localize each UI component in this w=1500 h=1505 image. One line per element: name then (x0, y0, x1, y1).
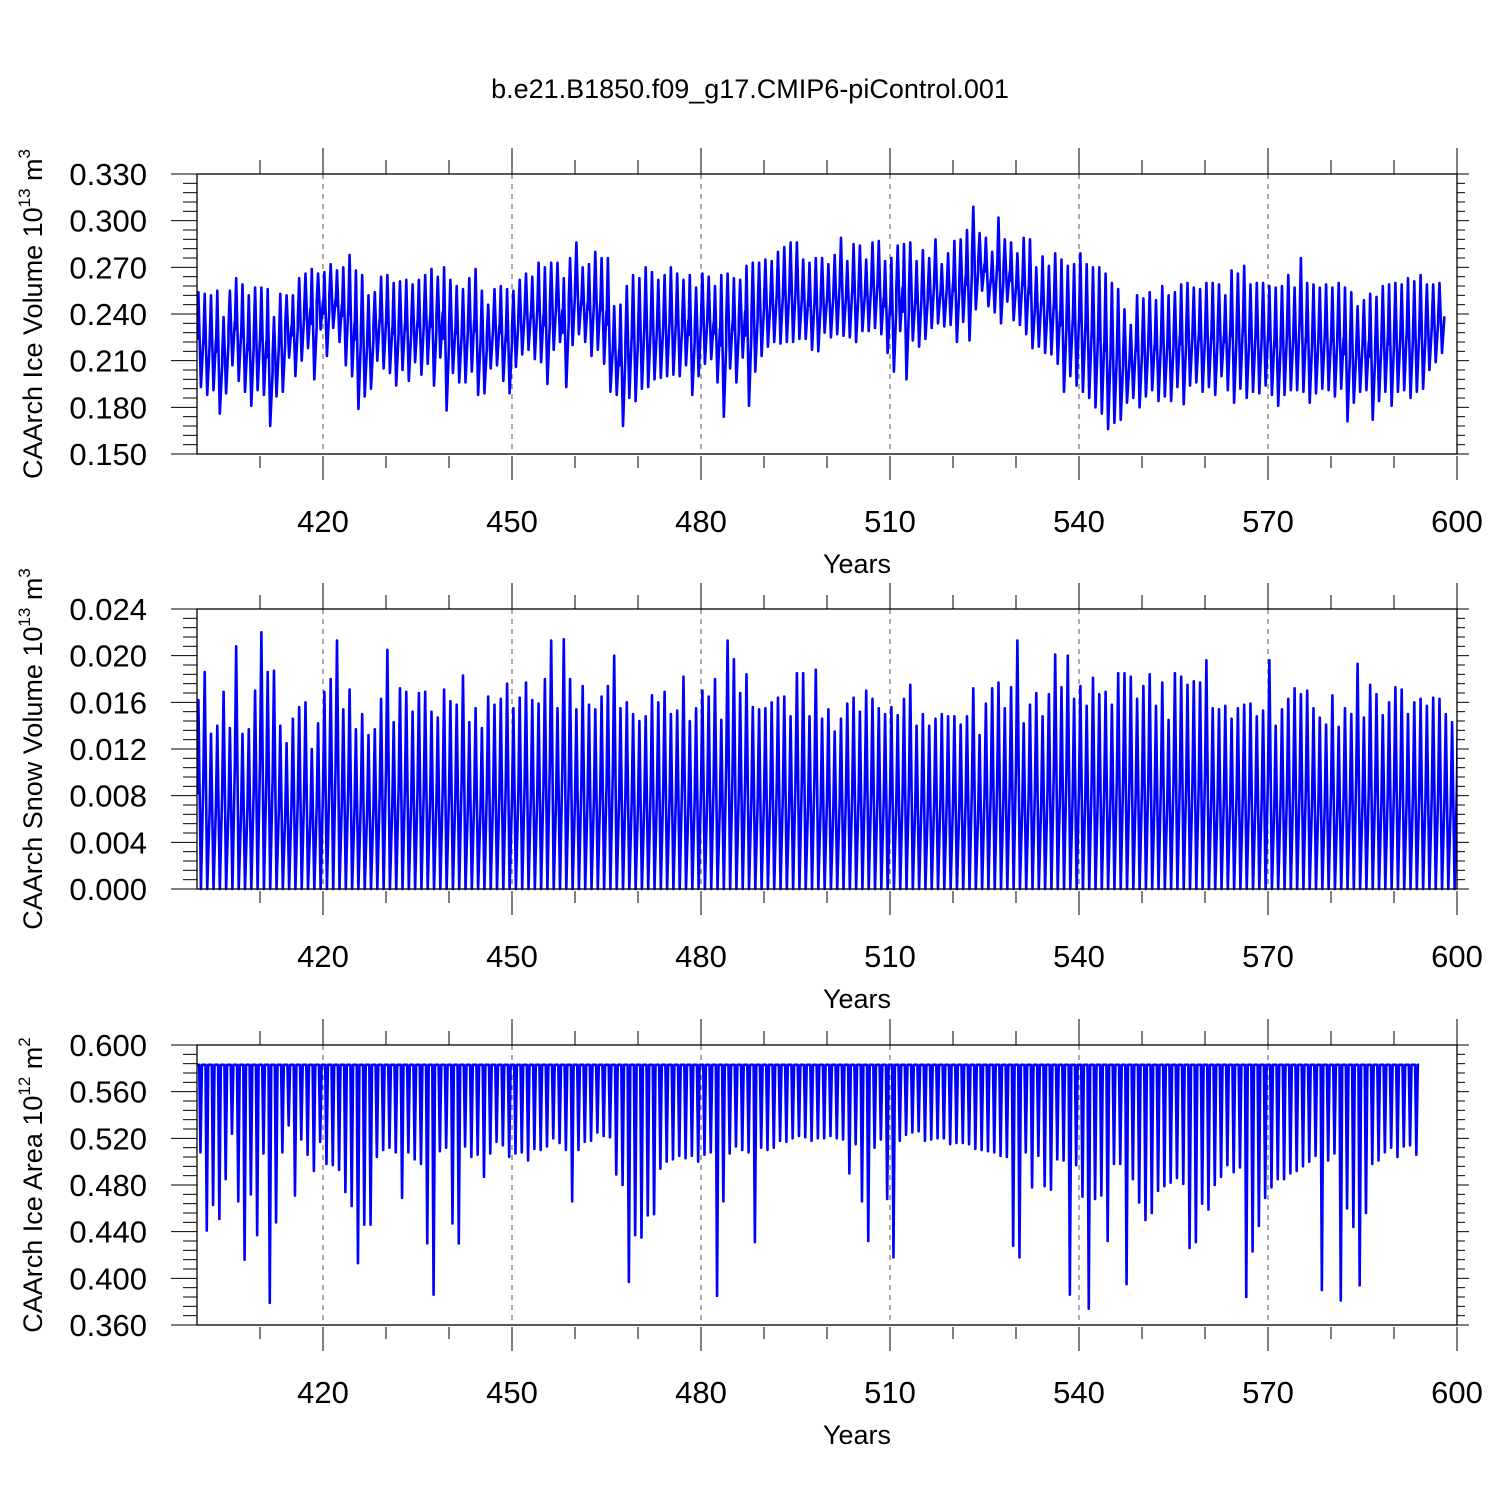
x-tick-label: 600 (1431, 1375, 1483, 1410)
x-tick-label: 510 (864, 939, 916, 974)
y-tick-label: 0.270 (69, 250, 147, 285)
y-tick-label: 0.360 (69, 1308, 147, 1343)
y-axis-label-text: CAArch Ice Area 10 (18, 1096, 48, 1333)
y-axis-label-unit: m (18, 1047, 48, 1077)
y-axis-label-unit-exp: 3 (15, 568, 34, 577)
y-tick-label: 0.016 (69, 685, 147, 720)
chart-panel-2: 420 450 480 510 540 570 600 0.000 0.004 0.008 0.01… (15, 568, 1483, 1014)
x-tick-label: 510 (864, 504, 916, 539)
x-tick-label: 570 (1242, 504, 1294, 539)
x-tick-label: 540 (1053, 1375, 1105, 1410)
y-tick-label: 0.330 (69, 157, 147, 192)
y-axis-label-text: CAArch Ice Volume 10 (18, 207, 48, 479)
x-tick-label: 480 (675, 939, 727, 974)
y-axis-label-unit: m (18, 578, 48, 608)
y-axis-label-unit: m (18, 158, 48, 188)
y-tick-label: 0.150 (69, 437, 147, 472)
x-tick-label: 420 (297, 939, 349, 974)
y-tick-label: 0.600 (69, 1028, 147, 1063)
x-tick-label: 540 (1053, 504, 1105, 539)
y-axis-label-text: CAArch Snow Volume 10 (18, 627, 48, 930)
y-tick-label: 0.560 (69, 1075, 147, 1110)
y-tick-label: 0.520 (69, 1121, 147, 1156)
x-tick-label: 570 (1242, 1375, 1294, 1410)
x-tick-label: 450 (486, 1375, 538, 1410)
x-tick-label: 480 (675, 1375, 727, 1410)
x-tick-label: 450 (486, 504, 538, 539)
series-line (197, 631, 1457, 891)
y-tick-label: 0.000 (69, 872, 147, 907)
y-tick-label: 0.240 (69, 297, 147, 332)
chart-panel-1: 420 450 480 510 540 570 600 0.150 0.180 0.210 0.24… (15, 148, 1483, 579)
y-axis-label: CAArch Ice Volume 1013 m3 (15, 149, 48, 479)
x-tick-label: 450 (486, 939, 538, 974)
y-tick-label: 0.440 (69, 1215, 147, 1250)
x-tick-label: 600 (1431, 504, 1483, 539)
y-axis-label-unit-exp: 2 (15, 1037, 34, 1046)
y-tick-label: 0.400 (69, 1261, 147, 1296)
y-tick-label: 0.008 (69, 779, 147, 814)
y-axis-label-exp: 12 (15, 1077, 34, 1096)
x-tick-label: 480 (675, 504, 727, 539)
x-tick-label: 570 (1242, 939, 1294, 974)
x-axis-label: Years (823, 549, 891, 579)
x-tick-label: 420 (297, 1375, 349, 1410)
x-axis-label: Years (823, 984, 891, 1014)
y-axis-label: CAArch Ice Area 1012 m2 (15, 1037, 48, 1333)
y-tick-label: 0.024 (69, 592, 147, 627)
y-axis-label-exp: 13 (15, 188, 34, 207)
y-tick-label: 0.180 (69, 390, 147, 425)
y-tick-label: 0.300 (69, 204, 147, 239)
y-axis-label-exp: 13 (15, 608, 34, 627)
x-tick-label: 510 (864, 1375, 916, 1410)
series-line (197, 1063, 1420, 1310)
series-line (197, 205, 1446, 431)
x-tick-label: 420 (297, 504, 349, 539)
y-tick-label: 0.004 (69, 825, 147, 860)
x-axis-label: Years (823, 1420, 891, 1450)
figure-title: b.e21.B1850.f09_g17.CMIP6-piControl.001 (491, 74, 1009, 104)
x-tick-label: 540 (1053, 939, 1105, 974)
y-tick-label: 0.020 (69, 639, 147, 674)
y-tick-label: 0.012 (69, 732, 147, 767)
y-tick-label: 0.480 (69, 1168, 147, 1203)
chart-panel-3: 420 450 480 510 540 570 600 0.360 0.400 0.440 0.48… (15, 1019, 1483, 1450)
x-tick-label: 600 (1431, 939, 1483, 974)
y-axis-label-unit-exp: 3 (15, 149, 34, 158)
y-axis-label: CAArch Snow Volume 1013 m3 (15, 568, 48, 930)
y-tick-label: 0.210 (69, 344, 147, 379)
